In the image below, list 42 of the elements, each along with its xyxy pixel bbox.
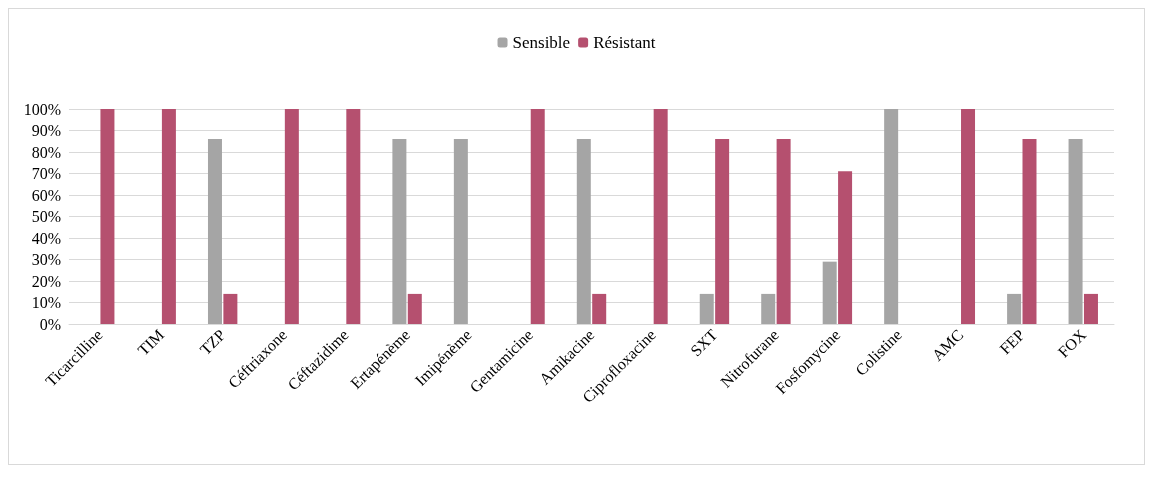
y-tick-label: 50%	[31, 208, 61, 225]
bar	[207, 139, 222, 324]
bar	[576, 139, 591, 324]
y-tick-label: 70%	[31, 165, 61, 182]
bar	[1083, 293, 1098, 324]
bar	[653, 109, 668, 324]
bar	[715, 139, 730, 324]
bar	[346, 109, 361, 324]
bar	[407, 293, 422, 324]
legend-label: Sensible	[512, 33, 571, 52]
y-tick-label: 30%	[31, 251, 61, 268]
bar	[592, 293, 607, 324]
bar	[884, 109, 899, 324]
bar	[392, 139, 407, 324]
y-tick-label: 0%	[39, 315, 61, 333]
bar	[961, 109, 976, 324]
y-tick-label: 60%	[31, 186, 61, 204]
bar	[699, 293, 714, 324]
bar	[776, 139, 791, 324]
bar	[530, 109, 545, 324]
y-tick-label: 40%	[31, 229, 61, 247]
bar	[161, 109, 176, 324]
bar	[761, 293, 776, 324]
bar	[453, 139, 468, 324]
y-tick-label: 80%	[31, 143, 61, 161]
bar	[1022, 139, 1037, 324]
x-tick-label: SXT	[687, 325, 721, 360]
y-tick-label: 10%	[31, 294, 61, 311]
bar	[1068, 139, 1083, 324]
legend-label: Résistant	[593, 33, 656, 52]
bar	[1007, 293, 1022, 324]
x-tick-label: TIM	[134, 325, 168, 359]
y-tick-label: 90%	[31, 122, 61, 139]
bar	[223, 293, 238, 324]
y-tick-label: 20%	[31, 272, 61, 290]
bar	[822, 261, 837, 324]
x-tick-label: FEP	[996, 325, 1028, 358]
y-tick-label: 100%	[23, 100, 61, 118]
x-tick-label: TZP	[196, 325, 229, 359]
bar	[100, 109, 115, 324]
bar	[284, 109, 299, 324]
bar	[838, 171, 853, 324]
